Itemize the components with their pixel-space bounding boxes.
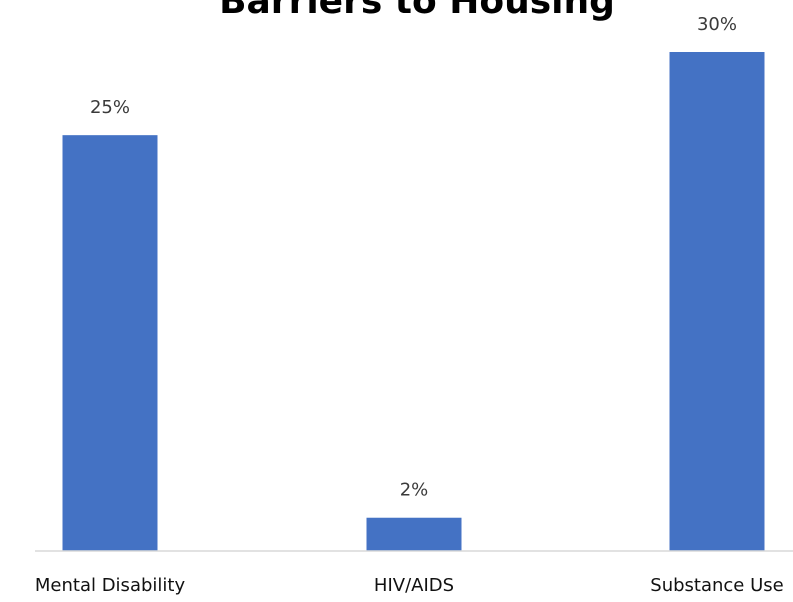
bar-hiv-aids	[366, 517, 462, 551]
category-label: HIV/AIDS	[374, 575, 454, 596]
data-label: 30%	[697, 14, 737, 35]
category-label: Substance Use	[650, 575, 783, 596]
data-label: 2%	[400, 480, 429, 501]
chart-title: Barriers to Housing	[219, 0, 615, 22]
category-label: Mental Disability	[35, 575, 186, 596]
bar-mental-disability	[62, 135, 158, 551]
data-label: 25%	[90, 97, 130, 118]
bar-substance-use	[669, 52, 765, 551]
